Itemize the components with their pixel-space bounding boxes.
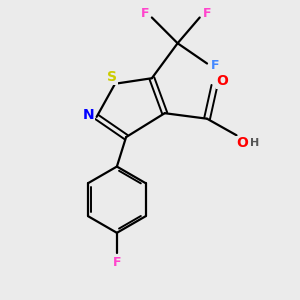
Text: S: S — [107, 70, 117, 84]
Text: F: F — [211, 59, 219, 72]
Text: F: F — [203, 7, 211, 20]
Text: F: F — [112, 256, 121, 269]
Text: N: N — [83, 108, 94, 122]
Text: O: O — [217, 74, 228, 88]
Text: F: F — [141, 7, 149, 20]
Text: O: O — [236, 136, 248, 150]
Text: H: H — [250, 138, 259, 148]
